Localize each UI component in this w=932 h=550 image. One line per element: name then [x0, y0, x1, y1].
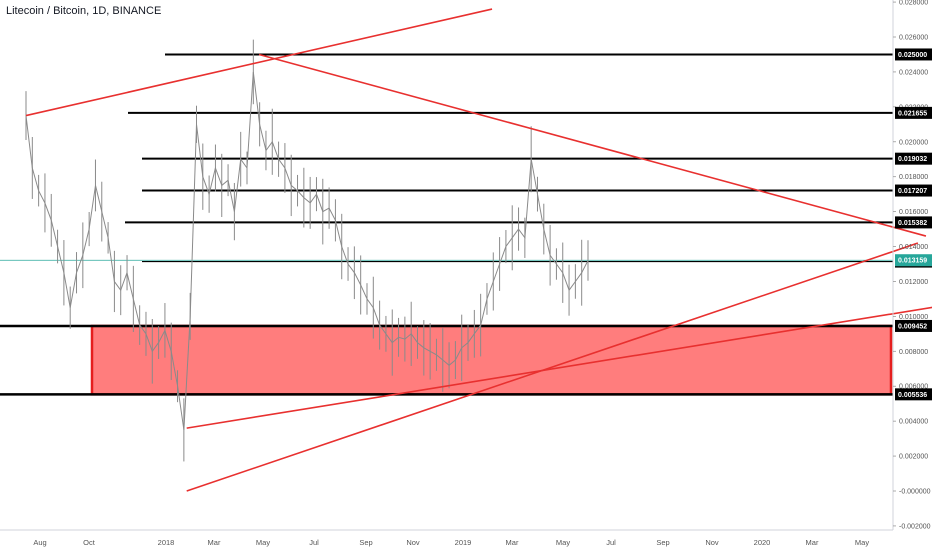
price-series — [25, 39, 589, 462]
y-tick-label: -0.002000 — [899, 523, 931, 530]
y-tick-label: 0.014000 — [899, 244, 928, 251]
y-tick-label: 0.018000 — [899, 174, 928, 181]
level-tag — [895, 48, 932, 61]
x-tick-label: May — [855, 538, 869, 547]
level-tag-label: 0.015382 — [898, 220, 927, 227]
y-tick-label: 0.020000 — [899, 139, 928, 146]
level-tag-label: 0.025000 — [898, 52, 927, 59]
x-tick-label: Mar — [208, 538, 221, 547]
time-axis: Aug Oct 2018 Mar May Jul Sep Nov 2019 Mar May Jul Se… — [33, 538, 869, 547]
support-zone — [90, 324, 893, 396]
x-tick-label: May — [256, 538, 270, 547]
current-price-tag — [895, 254, 932, 267]
price-line — [25, 71, 589, 430]
level-tag-label: 0.017207 — [898, 188, 927, 195]
x-tick-label: Nov — [406, 538, 420, 547]
y-tick-label: 0.016000 — [899, 209, 928, 216]
y-tick-label: 0.010000 — [899, 314, 928, 321]
trendline — [25, 8, 493, 117]
level-tag — [895, 319, 932, 332]
y-tick-label: 0.002000 — [899, 454, 928, 461]
x-tick-label: Mar — [506, 538, 519, 547]
y-tick-label: 0.024000 — [899, 69, 928, 76]
current-price-label: 0.013159 — [898, 258, 927, 265]
trendlines — [25, 8, 932, 492]
level-tag-label: 0.005536 — [898, 392, 927, 399]
price-axis: -0.002000 -0.000000 0.002000 0.004000 0.0060… — [0, 0, 932, 531]
y-tick-label: 0.006000 — [899, 384, 928, 391]
y-tick-label: 0.028000 — [899, 0, 928, 7]
level-tag-label: 0.019032 — [898, 156, 927, 163]
horizontal-levels — [0, 53, 893, 396]
x-tick-label: Mar — [806, 538, 819, 547]
x-tick-label: Oct — [83, 538, 96, 547]
x-tick-label: Aug — [33, 538, 46, 547]
y-tick-label: 0.012000 — [899, 279, 928, 286]
level-tag-label: 0.009452 — [898, 323, 927, 330]
x-tick-label: 2019 — [455, 538, 472, 547]
x-tick-label: May — [556, 538, 570, 547]
y-tick-label: 0.026000 — [899, 35, 928, 42]
level-tag — [895, 388, 932, 401]
trendline — [186, 242, 919, 492]
x-tick-label: Sep — [359, 538, 372, 547]
x-tick-label: Jul — [606, 538, 616, 547]
x-tick-label: 2018 — [158, 538, 175, 547]
trendline — [186, 306, 932, 429]
x-tick-label: 2020 — [754, 538, 771, 547]
x-tick-label: Jul — [309, 538, 319, 547]
level-tag — [895, 152, 932, 165]
level-tag — [895, 106, 932, 119]
level-tag — [895, 216, 932, 229]
y-tick-label: -0.000000 — [899, 489, 931, 496]
y-tick-label: 0.004000 — [899, 419, 928, 426]
trendline — [258, 53, 927, 237]
level-tag — [895, 184, 932, 197]
y-tick-label: 0.008000 — [899, 349, 928, 356]
chart-title: Litecoin / Bitcoin, 1D, BINANCE — [6, 5, 162, 17]
level-tag-label: 0.021655 — [898, 110, 927, 117]
x-tick-label: Sep — [656, 538, 669, 547]
support-zone-rect — [90, 324, 893, 396]
x-tick-label: Nov — [705, 538, 719, 547]
